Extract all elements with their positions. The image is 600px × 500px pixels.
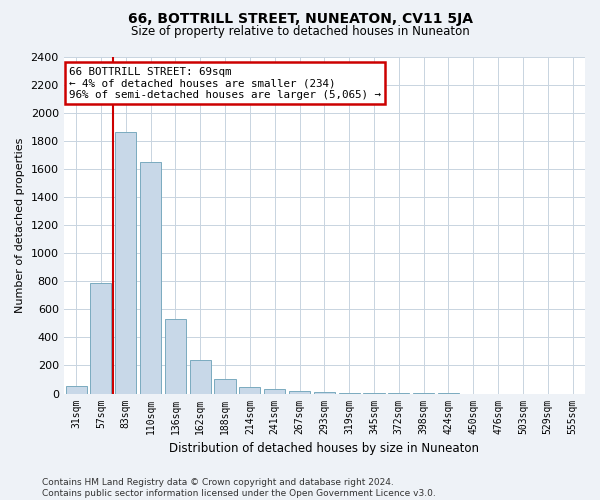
Y-axis label: Number of detached properties: Number of detached properties	[15, 138, 25, 312]
Bar	[264, 390, 285, 394]
Bar	[289, 391, 310, 394]
Text: Contains HM Land Registry data © Crown copyright and database right 2024.
Contai: Contains HM Land Registry data © Crown c…	[42, 478, 436, 498]
Bar	[91, 282, 112, 394]
Text: 66, BOTTRILL STREET, NUNEATON, CV11 5JA: 66, BOTTRILL STREET, NUNEATON, CV11 5JA	[128, 12, 473, 26]
Bar	[314, 392, 335, 394]
Bar	[115, 132, 136, 394]
Bar	[214, 379, 236, 394]
Bar	[65, 386, 86, 394]
Bar	[165, 319, 186, 394]
Bar	[338, 393, 360, 394]
X-axis label: Distribution of detached houses by size in Nuneaton: Distribution of detached houses by size …	[169, 442, 479, 455]
Bar	[239, 386, 260, 394]
Bar	[190, 360, 211, 394]
Text: 66 BOTTRILL STREET: 69sqm
← 4% of detached houses are smaller (234)
96% of semi-: 66 BOTTRILL STREET: 69sqm ← 4% of detach…	[69, 66, 381, 100]
Bar	[140, 162, 161, 394]
Text: Size of property relative to detached houses in Nuneaton: Size of property relative to detached ho…	[131, 25, 469, 38]
